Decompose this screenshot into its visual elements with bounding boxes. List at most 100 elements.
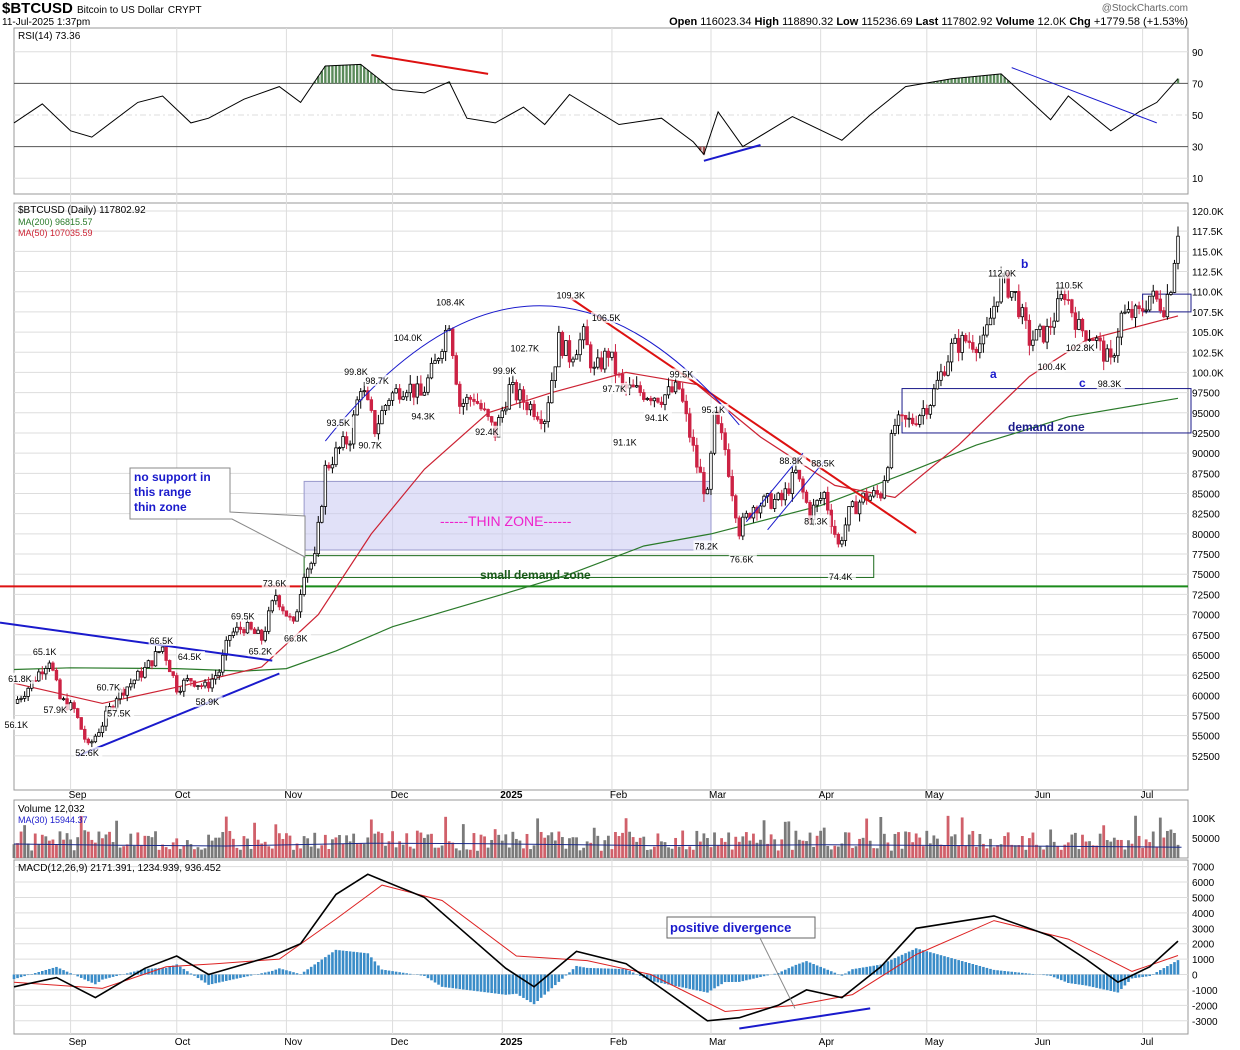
macd-histogram-bar [313,964,317,975]
candle-body [539,418,543,425]
price-label: 102.8K [1066,343,1095,353]
macd-histogram-bar [405,973,409,975]
x-tick-label-macd: Jul [1141,1037,1154,1048]
volume-bar [1028,838,1031,858]
price-label: 64.5K [178,652,202,662]
price-y-tick-label: 100.0K [1192,368,1224,379]
volume-bar [1127,840,1130,858]
macd-histogram-bar [568,972,571,975]
volume-bar [171,842,175,858]
volume-bar [1042,849,1045,858]
volume-bar [861,837,865,858]
candle-body [836,534,841,545]
volume-bar [405,833,409,858]
macd-histogram-bar [868,966,872,975]
volume-bar [532,845,536,858]
volume-bar [47,840,51,858]
candle-body [702,471,706,495]
candle-body [758,505,763,514]
candle-body [712,410,717,454]
macd-histogram-bar [108,974,111,978]
candle-body [610,351,614,358]
macd-histogram-bar [260,973,263,975]
macd-histogram-bar [737,974,741,982]
macd-histogram-bar [649,974,653,981]
volume-bar [412,848,416,858]
volume-bar [759,839,762,858]
macd-histogram-bar [646,974,649,980]
volume-bar [964,845,968,858]
candle-body [528,403,533,411]
candle-body [974,348,979,354]
macd-histogram-bar [278,968,281,975]
price-label-bg [95,681,124,693]
volume-bar [624,818,628,858]
macd-histogram-bar [44,969,48,975]
volume-bar [313,832,317,858]
candle-body [889,433,894,469]
candle-body [964,334,968,342]
macd-histogram-bar [454,974,458,989]
macd-histogram-bar [490,974,493,994]
candle-body [224,639,228,656]
macd-histogram-bar [1095,974,1098,988]
candle-body [518,389,522,401]
macd-histogram-bar [267,971,271,975]
exchange: CRYPT [167,5,202,16]
macd-histogram-bar [1113,974,1116,992]
price-label-bg [31,646,60,658]
small-demand-zone-box [303,555,875,578]
macd-histogram-bar [462,974,465,990]
x-tick-label-macd: Jun [1034,1037,1050,1048]
macd-histogram-bar [557,974,561,982]
volume-bar [801,840,805,858]
candle-body [1162,310,1166,318]
candle-body [588,344,593,369]
candle-body [54,669,59,681]
macd-histogram-bar [1021,972,1024,975]
volume-bar [663,842,667,858]
price-label: 104.0K [394,333,423,343]
candle-body [939,371,943,381]
price-label-bg [42,704,71,716]
volume-bar [603,840,607,858]
price-y-tick-label: 92500 [1192,429,1220,440]
volume-bar [762,820,766,858]
price-label: 99.5K [670,369,694,379]
volume-bar [826,845,830,858]
candle-body [259,629,264,641]
candle-body [40,671,45,675]
macd-histogram-bar [904,953,907,975]
candle-body [394,388,398,394]
chart-header: $BTCUSD Bitcoin to US Dollar CRYPT 11-Ju… [0,0,1240,28]
volume-y-tick-label: 100K [1192,814,1216,825]
volume-bar [971,830,975,858]
macd-histogram-bar [554,974,557,986]
volume-bar [430,833,433,858]
volume-bar [599,850,603,858]
price-y-tick-label: 52500 [1192,752,1220,763]
candle-body [1172,262,1177,293]
candle-body [47,662,52,669]
candle-body [1109,348,1113,358]
candle-body [26,687,30,697]
candle-body [988,317,993,326]
macd-histogram-bar [1088,974,1091,987]
volume-bar [670,848,674,858]
x-tick-label-price: 2025 [500,790,523,801]
macd-histogram-bar [617,968,621,975]
candle-body [270,600,274,612]
candle-body [790,472,795,495]
candle-body [532,403,536,418]
macd-histogram-bar [982,966,985,975]
macd-histogram-bar [840,974,844,976]
price-label: 52.6K [75,748,99,758]
x-tick-label-price: Jul [1141,790,1154,801]
volume-bar [444,816,448,858]
candle-body [603,350,607,370]
volume-bar [794,830,798,858]
macd-histogram-bar [1042,974,1045,976]
candle-body [550,380,554,404]
thin-zone-label: ------THIN ZONE------ [440,513,572,529]
candle-body [1094,337,1099,341]
